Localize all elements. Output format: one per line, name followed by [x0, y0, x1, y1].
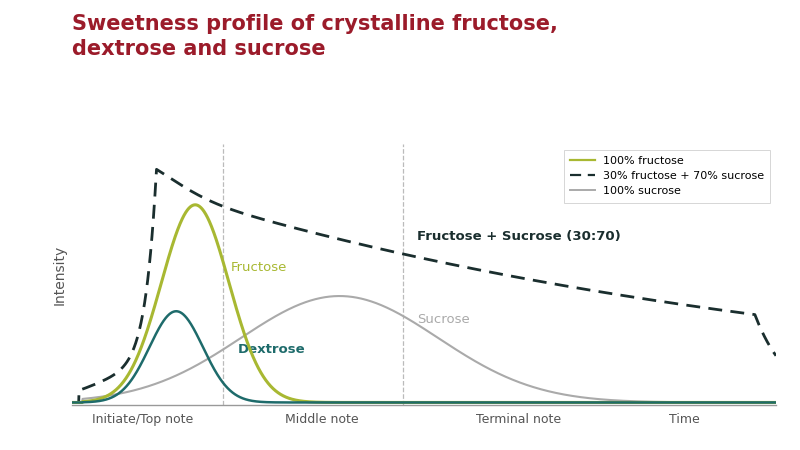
Text: Fructose: Fructose — [230, 261, 286, 274]
Text: Sucrose: Sucrose — [417, 313, 470, 326]
Text: Fructose + Sucrose (30:70): Fructose + Sucrose (30:70) — [417, 230, 621, 243]
Text: Dextrose: Dextrose — [238, 343, 305, 356]
Legend: 100% fructose, 30% fructose + 70% sucrose, 100% sucrose: 100% fructose, 30% fructose + 70% sucros… — [564, 149, 770, 203]
Y-axis label: Intensity: Intensity — [53, 244, 66, 305]
Text: Sweetness profile of crystalline fructose,
dextrose and sucrose: Sweetness profile of crystalline fructos… — [72, 14, 558, 59]
